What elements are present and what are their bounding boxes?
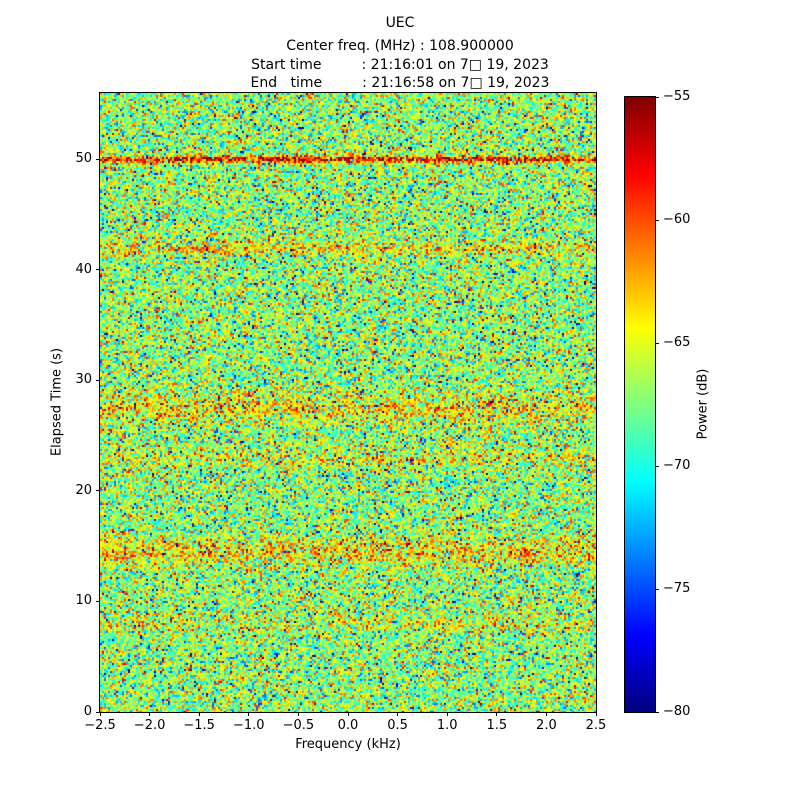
x-tick-mark (149, 712, 151, 716)
x-tick-mark (595, 712, 597, 716)
x-tick-mark (397, 712, 399, 716)
x-tick-label: −1.0 (233, 718, 265, 733)
x-tick-label: 1.5 (486, 718, 508, 733)
y-tick-label: 30 (75, 372, 92, 388)
x-tick-label: 0.5 (387, 718, 408, 733)
y-tick-mark (96, 158, 100, 160)
colorbar-tick-mark (655, 96, 659, 98)
x-tick-mark (496, 712, 498, 716)
colorbar-tick-label: −70 (663, 458, 691, 473)
x-tick-mark (446, 712, 448, 716)
y-axis-label: Elapsed Time (s) (49, 347, 65, 457)
y-tick-label: 0 (83, 704, 92, 719)
x-tick-mark (99, 712, 101, 716)
colorbar-label: Power (dB) (695, 368, 711, 440)
x-tick-mark (347, 712, 349, 716)
y-tick-mark (96, 711, 100, 713)
x-axis-label: Frequency (kHz) (295, 737, 401, 752)
x-tick-mark (198, 712, 200, 716)
x-tick-mark (297, 712, 299, 716)
chart-subtitle-end-time: End time : 21:16:58 on 7□ 19, 2023 (250, 75, 550, 91)
y-tick-mark (96, 490, 100, 492)
chart-subtitle-center-freq: Center freq. (MHz) : 108.900000 (286, 38, 514, 54)
chart-title: UEC (385, 15, 415, 31)
colorbar-tick-mark (655, 465, 659, 467)
x-tick-label: −1.5 (183, 718, 215, 733)
spectrogram-heatmap (99, 92, 597, 713)
x-tick-mark (248, 712, 250, 716)
colorbar-tick-label: −60 (663, 212, 691, 227)
colorbar-tick-label: −55 (663, 89, 691, 104)
y-tick-mark (96, 269, 100, 271)
colorbar-tick-label: −75 (663, 581, 691, 596)
x-tick-label: −2.0 (133, 718, 166, 733)
x-tick-label: 1.0 (436, 718, 458, 733)
colorbar-tick-label: −80 (663, 704, 691, 719)
x-tick-label: −0.5 (282, 718, 315, 733)
y-tick-label: 50 (75, 151, 92, 167)
colorbar-tick-mark (655, 711, 659, 713)
colorbar-tick-mark (655, 342, 659, 344)
y-tick-label: 10 (75, 593, 92, 609)
y-tick-mark (96, 600, 100, 602)
chart-subtitle-start-time: Start time : 21:16:01 on 7□ 19, 2023 (251, 57, 549, 73)
colorbar-tick-mark (655, 588, 659, 590)
x-tick-mark (545, 712, 547, 716)
y-tick-label: 40 (75, 261, 92, 277)
x-tick-label: 2.0 (536, 718, 557, 733)
y-tick-mark (96, 379, 100, 381)
x-tick-label: 2.5 (585, 718, 607, 733)
x-tick-label: 0.0 (337, 718, 359, 733)
x-tick-label: −2.5 (84, 718, 116, 733)
colorbar-gradient (624, 96, 656, 713)
colorbar-tick-mark (655, 219, 659, 221)
y-tick-label: 20 (75, 482, 92, 498)
colorbar-tick-label: −65 (663, 335, 691, 350)
